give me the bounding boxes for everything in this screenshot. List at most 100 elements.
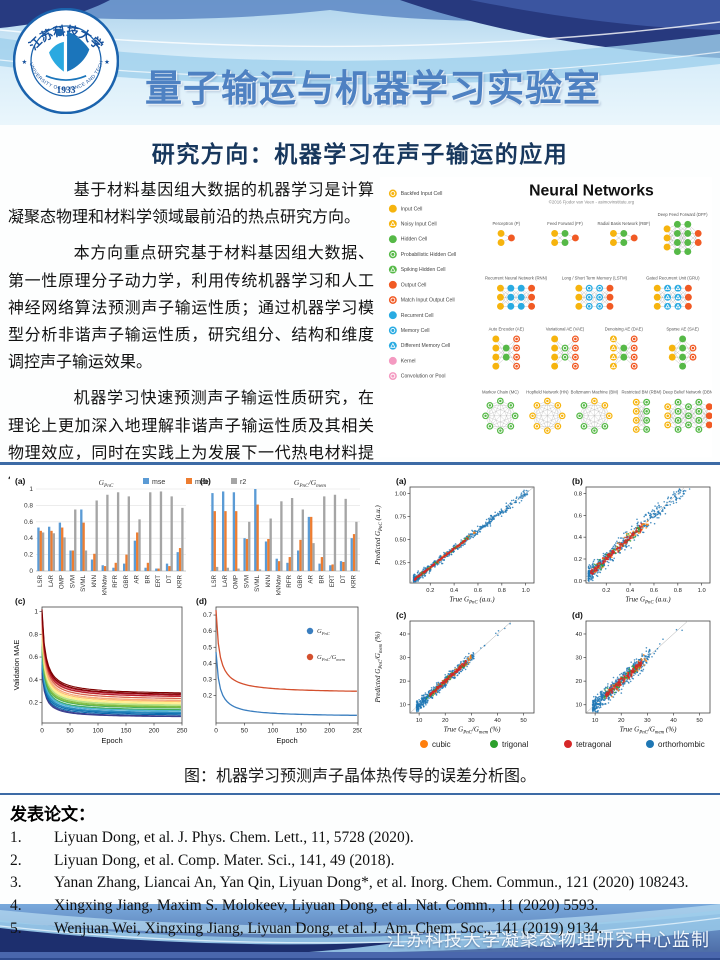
svg-text:20: 20 — [618, 718, 624, 724]
svg-text:RFR: RFR — [112, 574, 119, 587]
svg-text:SVM: SVM — [243, 575, 250, 588]
publication-item: 2. Liyuan Dong, et al. Comp. Mater. Sci.,… — [10, 851, 395, 869]
svg-text:Markov Chain (MC): Markov Chain (MC) — [482, 390, 519, 395]
svg-text:200: 200 — [149, 728, 160, 735]
svg-text:Sparse AE (SAE): Sparse AE (SAE) — [666, 326, 699, 331]
svg-text:Backfed Input Cell: Backfed Input Cell — [401, 191, 443, 197]
svg-text:(c): (c) — [15, 596, 26, 606]
svg-text:SVML: SVML — [80, 574, 87, 591]
svg-text:50: 50 — [520, 718, 526, 724]
publications-heading: 发表论文： — [10, 805, 95, 824]
svg-text:RFR: RFR — [286, 574, 293, 587]
svg-text:cubic: cubic — [432, 740, 451, 749]
svg-text:(d): (d) — [572, 610, 583, 620]
svg-text:0.3: 0.3 — [203, 677, 212, 684]
svg-text:Different Memory Cell: Different Memory Cell — [401, 343, 450, 349]
svg-text:0: 0 — [214, 728, 218, 735]
section-title: 研究方向：机器学习在声子输运的应用 — [151, 142, 569, 167]
publication-item: 5. Wenjuan Wei, Xingxing Jiang, Liyuan Do… — [10, 919, 603, 937]
section-divider — [0, 793, 720, 795]
sailboat-icon — [45, 28, 90, 81]
svg-text:(d): (d) — [196, 596, 207, 606]
svg-text:0.6: 0.6 — [474, 588, 482, 594]
svg-text:r2: r2 — [240, 479, 246, 486]
svg-text:1: 1 — [29, 486, 33, 493]
svg-text:Recurrent Neural Network (RNN): Recurrent Neural Network (RNN) — [485, 276, 548, 281]
content-row: 基于材料基因组大数据的机器学习是计算凝聚态物理和材料学领域最前沿的热点研究方向。… — [0, 169, 720, 489]
svg-text:(a): (a) — [15, 476, 26, 486]
svg-text:GBR: GBR — [297, 574, 304, 588]
svg-text:kNN: kNN — [265, 575, 272, 587]
svg-text:0.4: 0.4 — [450, 588, 459, 594]
svg-text:Perceptron (P): Perceptron (P) — [492, 221, 520, 226]
svg-text:Output Cell: Output Cell — [401, 282, 427, 288]
svg-text:True GPnC/Gmem (%): True GPnC/Gmem (%) — [444, 726, 502, 736]
svg-text:40: 40 — [576, 632, 582, 638]
intro-text: 基于材料基因组大数据的机器学习是计算凝聚态物理和材料学领域最前沿的热点研究方向。… — [8, 177, 380, 489]
svg-text:40: 40 — [494, 718, 500, 724]
svg-text:©2016 Fjodor van Veen - asimov: ©2016 Fjodor van Veen - asimovinstitute.… — [549, 199, 635, 204]
error-analysis-figures: (a) (b) GPnC GPnC/Gmem mse mae r2 0 0.2 0.4 0.6 0.8… — [0, 465, 720, 757]
intro-paragraph: 本方向重点研究基于材料基因组大数据、第一性原理分子动力学，利用传统机器学习和人工… — [8, 245, 374, 372]
svg-text:100: 100 — [93, 728, 104, 735]
svg-text:50: 50 — [66, 728, 74, 735]
svg-text:ERT: ERT — [329, 575, 336, 587]
svg-text:1.00: 1.00 — [395, 491, 406, 497]
svg-text:(b): (b) — [572, 476, 583, 486]
svg-text:kNNdw: kNNdw — [102, 574, 109, 594]
svg-text:Feed Forward (FF): Feed Forward (FF) — [547, 221, 583, 226]
svg-text:Recurrent Cell: Recurrent Cell — [401, 313, 434, 319]
svg-text:0.25: 0.25 — [395, 561, 406, 567]
svg-text:10: 10 — [592, 718, 598, 724]
logo-star-icon: ★ — [21, 59, 27, 66]
svg-text:0.7: 0.7 — [203, 612, 212, 619]
svg-text:0.2: 0.2 — [24, 552, 33, 559]
svg-text:30: 30 — [468, 718, 474, 724]
svg-text:mae: mae — [195, 479, 209, 486]
svg-text:True GPnC (a.u.): True GPnC (a.u.) — [449, 596, 495, 606]
logo-star-icon: ★ — [104, 59, 110, 66]
svg-text:40: 40 — [670, 718, 676, 724]
svg-text:0.6: 0.6 — [29, 654, 38, 661]
svg-text:150: 150 — [296, 728, 307, 735]
publication-item: 1. Liyuan Dong, et al. J. Phys. Chem. Let… — [10, 829, 414, 846]
svg-text:Probabilistic Hidden Cell: Probabilistic Hidden Cell — [401, 252, 457, 258]
svg-text:Variational AE (VAE): Variational AE (VAE) — [546, 326, 585, 331]
svg-text:Long / Short Term Memory (LSTM: Long / Short Term Memory (LSTM) — [562, 276, 628, 281]
svg-text:0.6: 0.6 — [203, 628, 212, 635]
svg-text:0.8: 0.8 — [24, 502, 33, 509]
svg-text:Denoising AE (DAE): Denoising AE (DAE) — [605, 326, 644, 331]
svg-text:Gated Recurrent Unit (GRU): Gated Recurrent Unit (GRU) — [646, 276, 700, 281]
svg-text:10: 10 — [400, 703, 406, 709]
svg-text:Epoch: Epoch — [101, 736, 122, 745]
svg-text:Predicted GPnC (a.u.): Predicted GPnC (a.u.) — [374, 505, 384, 566]
svg-text:Epoch: Epoch — [276, 736, 297, 745]
svg-text:BR: BR — [318, 574, 325, 583]
footer-credit: 江苏科技大学凝聚态物理研究中心监制 — [387, 930, 710, 950]
svg-text:AR: AR — [308, 574, 315, 583]
svg-text:kNNdw: kNNdw — [276, 574, 283, 594]
neural-networks-figure: Backfed Input Cell Input Cell Noisy Input … — [380, 177, 715, 458]
svg-text:GBR: GBR — [123, 574, 130, 588]
poster-header: 江苏科技大学 JIANGSU UNIVERSITY OF SCIENCE AND… — [0, 0, 720, 125]
svg-text:Deep Feed Forward (DFF): Deep Feed Forward (DFF) — [658, 212, 708, 217]
svg-text:True GPnC (a.u.): True GPnC (a.u.) — [625, 596, 671, 606]
svg-text:LSR: LSR — [37, 574, 44, 587]
svg-text:kNN: kNN — [91, 575, 98, 587]
publications-section: 发表论文： 1. Liyuan Dong, et al. J. Phys. Che… — [0, 795, 720, 940]
svg-text:Restricted BM (RBM): Restricted BM (RBM) — [621, 390, 662, 395]
svg-text:DT: DT — [166, 575, 173, 583]
svg-text:SVML: SVML — [254, 574, 261, 591]
poster-footer: 江苏科技大学凝聚态物理研究中心监制 — [0, 904, 720, 960]
svg-text:0.6: 0.6 — [24, 519, 33, 526]
svg-text:40: 40 — [400, 632, 406, 638]
svg-text:30: 30 — [644, 718, 650, 724]
svg-text:OMP: OMP — [233, 575, 240, 589]
svg-text:30: 30 — [576, 656, 582, 662]
svg-text:Input Cell: Input Cell — [401, 206, 423, 212]
svg-text:(a): (a) — [396, 476, 407, 486]
svg-text:10: 10 — [416, 718, 422, 724]
svg-text:SVM: SVM — [69, 575, 76, 588]
svg-text:LSR: LSR — [211, 574, 218, 587]
